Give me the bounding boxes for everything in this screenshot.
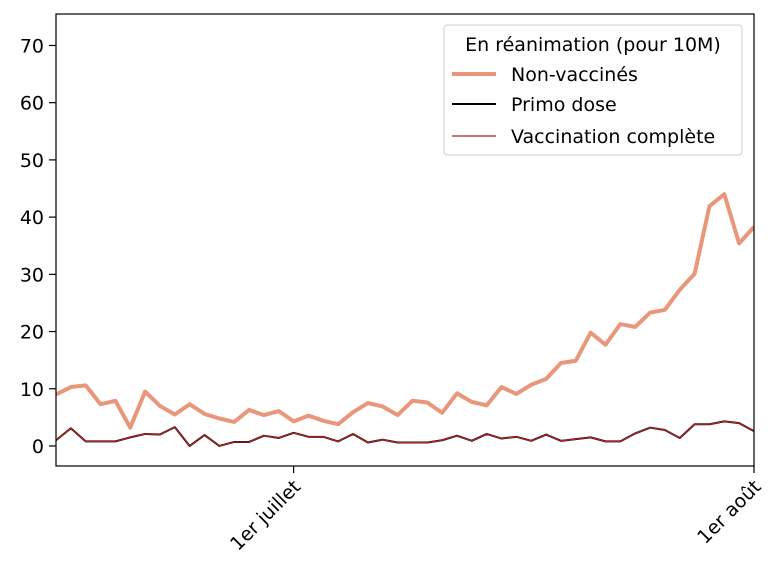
y-tick-label: 0 [32,436,44,458]
legend-label-primo-dose: Primo dose [511,94,617,116]
axes-frame [55,13,755,467]
series-layer [56,192,754,447]
series-line-non-vaccines [56,192,754,430]
y-tick-label: 70 [20,35,44,57]
x-tick-label: 1er août [693,476,765,548]
y-tick-label: 60 [20,93,44,115]
series-line-vaccination-complete [56,420,754,447]
legend-title: En réanimation (pour 10M) [465,34,721,56]
x-axis: 1er juillet 1er août [226,466,766,555]
legend-box [443,24,743,156]
y-tick-label: 30 [20,264,44,286]
x-tick-label: 1er juillet [226,476,305,555]
y-tick-label: 20 [20,322,44,344]
legend-label-vaccination-complete: Vaccination complète [511,126,715,148]
y-tick-label: 10 [20,379,44,401]
y-axis: 0 10 20 30 40 50 60 70 [20,35,56,458]
y-tick-label: 50 [20,150,44,172]
legend: En réanimation (pour 10M) Non-vaccinés P… [443,24,743,156]
legend-label-non-vaccines: Non-vaccinés [511,64,638,86]
y-tick-label: 40 [20,207,44,229]
